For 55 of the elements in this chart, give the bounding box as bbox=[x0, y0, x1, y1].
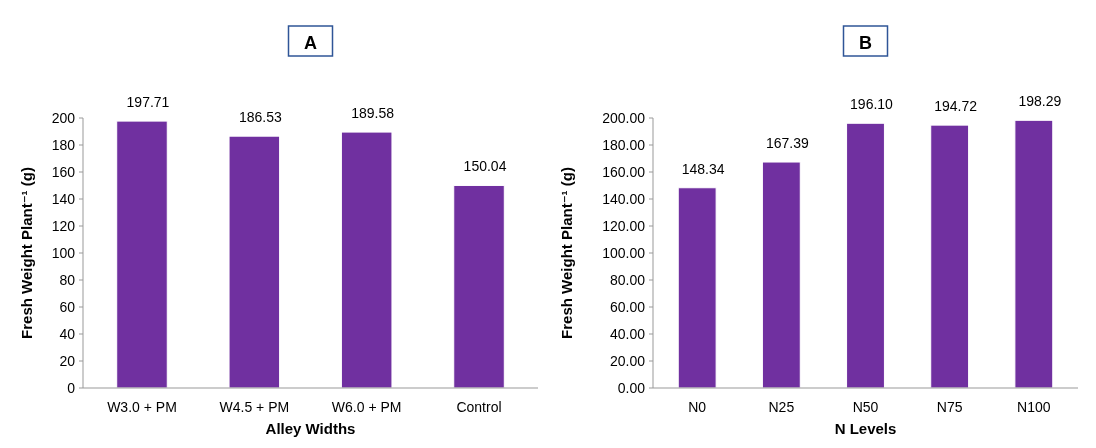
bar bbox=[677, 187, 717, 389]
data-label: 167.39 bbox=[765, 135, 809, 152]
x-tick-label: N50 bbox=[852, 399, 879, 415]
y-tick-label: 160 bbox=[51, 163, 76, 180]
x-tick-label: N25 bbox=[768, 399, 795, 415]
y-tick-label: 160.00 bbox=[602, 163, 646, 180]
data-label: 148.34 bbox=[681, 160, 725, 177]
x-tick-label: N0 bbox=[688, 399, 707, 415]
y-tick-label: 180.00 bbox=[602, 136, 646, 153]
x-tick-label: W4.5 + PM bbox=[219, 399, 290, 415]
x-tick-label: W6.0 + PM bbox=[331, 399, 402, 415]
data-label: 194.72 bbox=[934, 98, 978, 115]
x-axis-title: Alley Widths bbox=[265, 420, 356, 437]
y-tick-label: 180 bbox=[51, 136, 76, 153]
y-tick-label: 80 bbox=[59, 271, 76, 288]
y-tick-label: 140 bbox=[51, 190, 76, 207]
data-label: 197.71 bbox=[126, 94, 170, 111]
y-tick-label: 0 bbox=[67, 379, 76, 396]
x-tick-label: W3.0 + PM bbox=[107, 399, 177, 415]
y-tick-label: 80.00 bbox=[609, 271, 646, 288]
data-label: 198.29 bbox=[1018, 93, 1062, 110]
bar bbox=[453, 184, 505, 389]
chart-title: B bbox=[859, 33, 872, 53]
y-tick-label: 20.00 bbox=[609, 352, 646, 369]
y-tick-label: 200 bbox=[51, 109, 76, 126]
y-tick-label: 60 bbox=[59, 298, 76, 315]
y-tick-label: 120 bbox=[51, 217, 76, 234]
y-tick-label: 60.00 bbox=[609, 298, 646, 315]
y-tick-label: 120.00 bbox=[602, 217, 646, 234]
y-tick-label: 100 bbox=[51, 244, 76, 261]
bar bbox=[116, 120, 168, 389]
chart-title: A bbox=[304, 33, 317, 53]
data-label: 196.10 bbox=[850, 96, 894, 113]
y-tick-label: 200.00 bbox=[602, 109, 646, 126]
y-axis-title: Fresh Weight Plant⁻¹ (g) bbox=[558, 167, 575, 339]
data-label: 189.58 bbox=[351, 105, 395, 122]
bar bbox=[340, 131, 393, 389]
data-label: 186.53 bbox=[238, 109, 282, 126]
y-tick-label: 40 bbox=[59, 325, 76, 342]
y-tick-label: 140.00 bbox=[602, 190, 646, 207]
bar bbox=[1014, 119, 1054, 389]
x-tick-label: N100 bbox=[1017, 399, 1051, 415]
data-label: 150.04 bbox=[463, 158, 507, 175]
y-tick-label: 0.00 bbox=[617, 379, 646, 396]
y-tick-label: 40.00 bbox=[609, 325, 646, 342]
bar bbox=[761, 161, 801, 389]
bar bbox=[846, 122, 885, 389]
x-axis-title: N Levels bbox=[834, 420, 897, 437]
x-tick-label: Control bbox=[456, 399, 502, 415]
bar bbox=[228, 135, 281, 389]
x-tick-label: N75 bbox=[936, 399, 963, 415]
y-tick-label: 20 bbox=[59, 352, 76, 369]
y-tick-label: 100.00 bbox=[602, 244, 646, 261]
y-axis-title: Fresh Weight Plant⁻¹ (g) bbox=[18, 167, 35, 339]
bar bbox=[930, 124, 970, 389]
